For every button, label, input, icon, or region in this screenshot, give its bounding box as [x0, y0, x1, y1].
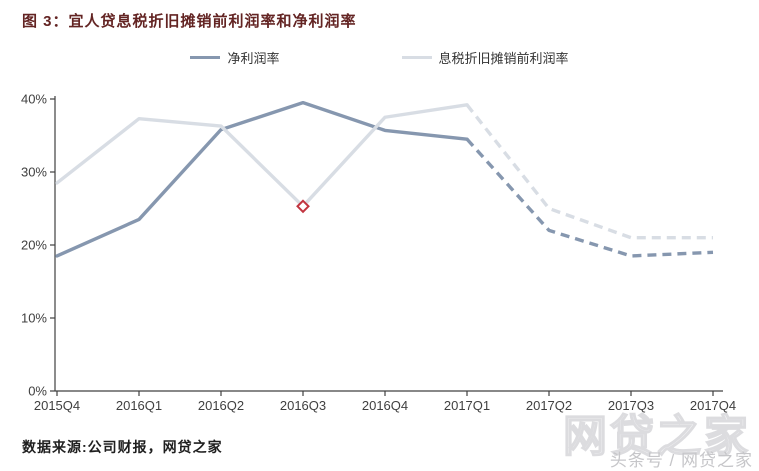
legend-label-net-margin: 净利润率: [227, 51, 280, 66]
svg-text:2017Q1: 2017Q1: [444, 398, 490, 413]
chart-legend: 净利润率 息税折旧摊销前利润率: [0, 48, 759, 67]
svg-text:30%: 30%: [21, 165, 47, 180]
svg-text:2017Q4: 2017Q4: [690, 398, 736, 413]
svg-text:2017Q2: 2017Q2: [526, 398, 572, 413]
svg-text:2016Q1: 2016Q1: [116, 398, 162, 413]
legend-label-ebitda-margin: 息税折旧摊销前利润率: [438, 51, 569, 66]
svg-text:20%: 20%: [21, 238, 47, 253]
svg-text:2017Q3: 2017Q3: [608, 398, 654, 413]
legend-item-net-margin: 净利润率: [190, 48, 280, 67]
svg-text:0%: 0%: [28, 384, 47, 399]
svg-text:40%: 40%: [21, 92, 47, 107]
svg-text:2016Q3: 2016Q3: [280, 398, 326, 413]
net-margin-line-swatch: [190, 56, 221, 59]
svg-text:2016Q4: 2016Q4: [362, 398, 408, 413]
watermark-logo-text: 网贷之家: [562, 411, 751, 462]
chart-title: 图 3：宜人贷息税折旧摊销前利润率和净利润率: [22, 13, 357, 30]
ebitda-margin-line-swatch: [401, 56, 432, 59]
svg-text:2015Q4: 2015Q4: [34, 398, 80, 413]
legend-item-ebitda-margin: 息税折旧摊销前利润率: [401, 48, 569, 67]
svg-text:10%: 10%: [21, 311, 47, 326]
watermark-byline: 头条号 / 网贷之家: [609, 451, 753, 470]
data-source-note: 数据来源:公司财报，网贷之家: [22, 439, 223, 455]
svg-text:2016Q2: 2016Q2: [198, 398, 244, 413]
